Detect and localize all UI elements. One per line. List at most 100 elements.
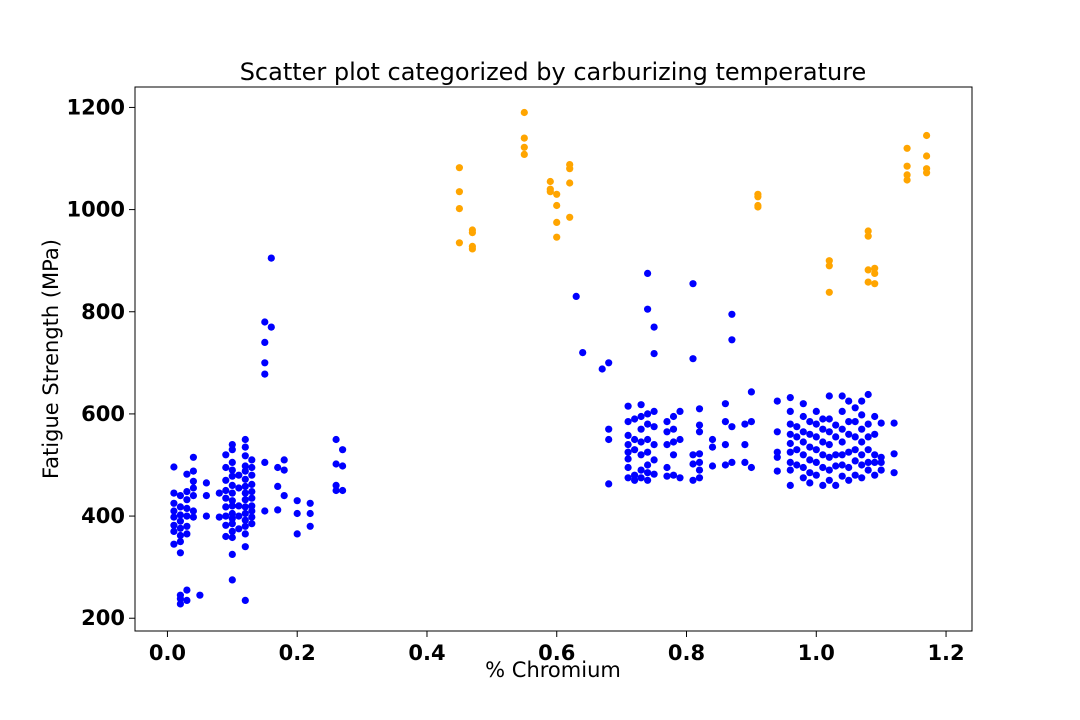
scatter-point bbox=[669, 451, 678, 459]
scatter-point bbox=[598, 365, 606, 373]
scatter-point bbox=[241, 503, 249, 511]
scatter-point bbox=[721, 461, 730, 469]
scatter-point bbox=[605, 359, 613, 367]
scatter-point bbox=[631, 415, 639, 423]
scatter-point bbox=[235, 512, 243, 520]
scatter-point bbox=[799, 412, 807, 421]
scatter-point bbox=[663, 418, 671, 426]
scatter-point bbox=[261, 318, 269, 326]
scatter-point bbox=[189, 477, 197, 485]
scatter-point bbox=[241, 489, 249, 497]
scatter-point bbox=[637, 451, 645, 459]
scatter-point bbox=[806, 443, 814, 451]
scatter-point bbox=[202, 479, 210, 487]
scatter-point bbox=[306, 509, 314, 518]
y-tick-label: 400 bbox=[81, 504, 125, 528]
scatter-point bbox=[293, 530, 301, 538]
scatter-point bbox=[799, 428, 807, 436]
scatter-point bbox=[644, 461, 652, 469]
scatter-point bbox=[566, 165, 574, 173]
scatter-point bbox=[851, 404, 859, 412]
scatter-point bbox=[248, 502, 256, 510]
scatter-point bbox=[864, 266, 872, 274]
x-tick-label: 1.2 bbox=[927, 641, 964, 665]
scatter-point bbox=[228, 502, 236, 510]
scatter-point bbox=[228, 446, 236, 454]
scatter-point bbox=[903, 176, 911, 184]
scatter-point bbox=[832, 462, 840, 470]
scatter-point bbox=[903, 144, 911, 152]
scatter-point bbox=[222, 494, 230, 502]
scatter-point bbox=[890, 469, 898, 477]
scatter-point bbox=[663, 441, 671, 449]
scatter-point bbox=[228, 533, 236, 542]
scatter-point bbox=[176, 503, 184, 511]
scatter-point bbox=[689, 476, 697, 484]
scatter-point bbox=[669, 412, 678, 421]
x-tick-label: 0.2 bbox=[279, 641, 316, 665]
scatter-point bbox=[572, 292, 580, 300]
scatter-point bbox=[923, 131, 931, 140]
scatter-point bbox=[644, 420, 652, 428]
scatter-point bbox=[241, 496, 249, 504]
scatter-point bbox=[631, 476, 639, 484]
scatter-point bbox=[773, 448, 781, 456]
scatter-point bbox=[605, 425, 613, 433]
scatter-point bbox=[241, 509, 249, 518]
scatter-point bbox=[228, 472, 236, 480]
scatter-point bbox=[624, 463, 632, 472]
scatter-point bbox=[786, 481, 794, 489]
scatter-point bbox=[553, 233, 561, 241]
scatter-point bbox=[851, 418, 859, 426]
scatter-point bbox=[864, 420, 872, 428]
scatter-point bbox=[838, 407, 846, 415]
scatter-point bbox=[650, 323, 658, 331]
scatter-point bbox=[786, 466, 794, 474]
scatter-point bbox=[566, 213, 574, 221]
scatter-point bbox=[871, 269, 879, 277]
scatter-point bbox=[339, 462, 347, 470]
scatter-point bbox=[773, 397, 781, 405]
scatter-point bbox=[708, 443, 717, 451]
scatter-point bbox=[786, 448, 794, 456]
scatter-point bbox=[183, 512, 191, 520]
scatter-point bbox=[248, 507, 256, 515]
scatter-point bbox=[864, 433, 872, 441]
scatter-point bbox=[241, 530, 249, 538]
scatter-point bbox=[747, 418, 756, 426]
scatter-point bbox=[858, 451, 866, 459]
scatter-point bbox=[235, 502, 243, 510]
scatter-point bbox=[189, 467, 197, 475]
scatter-point bbox=[189, 492, 197, 500]
scatter-point bbox=[871, 430, 879, 438]
scatter-point bbox=[663, 428, 671, 436]
scatter-point bbox=[170, 513, 178, 521]
scatter-point bbox=[222, 486, 230, 495]
scatter-point bbox=[669, 438, 678, 446]
scatter-point bbox=[845, 397, 853, 405]
scatter-point bbox=[773, 453, 781, 461]
scatter-point bbox=[644, 410, 652, 418]
scatter-point bbox=[838, 425, 846, 433]
scatter-point bbox=[903, 171, 911, 179]
scatter-point bbox=[923, 152, 931, 160]
scatter-point bbox=[825, 257, 833, 265]
scatter-point bbox=[332, 486, 340, 495]
scatter-point bbox=[228, 515, 236, 523]
scatter-point bbox=[274, 482, 282, 490]
scatter-point bbox=[858, 461, 866, 469]
scatter-point bbox=[228, 520, 236, 528]
scatter-point bbox=[728, 423, 736, 431]
scatter-point bbox=[228, 458, 236, 466]
scatter-point bbox=[176, 492, 184, 500]
scatter-point bbox=[650, 350, 658, 358]
scatter-point bbox=[838, 461, 846, 469]
scatter-point bbox=[689, 355, 697, 363]
scatter-point bbox=[669, 425, 678, 433]
scatter-point bbox=[228, 481, 236, 489]
scatter-point bbox=[170, 507, 178, 515]
scatter-point bbox=[695, 474, 704, 482]
scatter-point bbox=[261, 359, 269, 367]
scatter-point bbox=[631, 471, 639, 479]
scatter-point bbox=[650, 441, 658, 449]
